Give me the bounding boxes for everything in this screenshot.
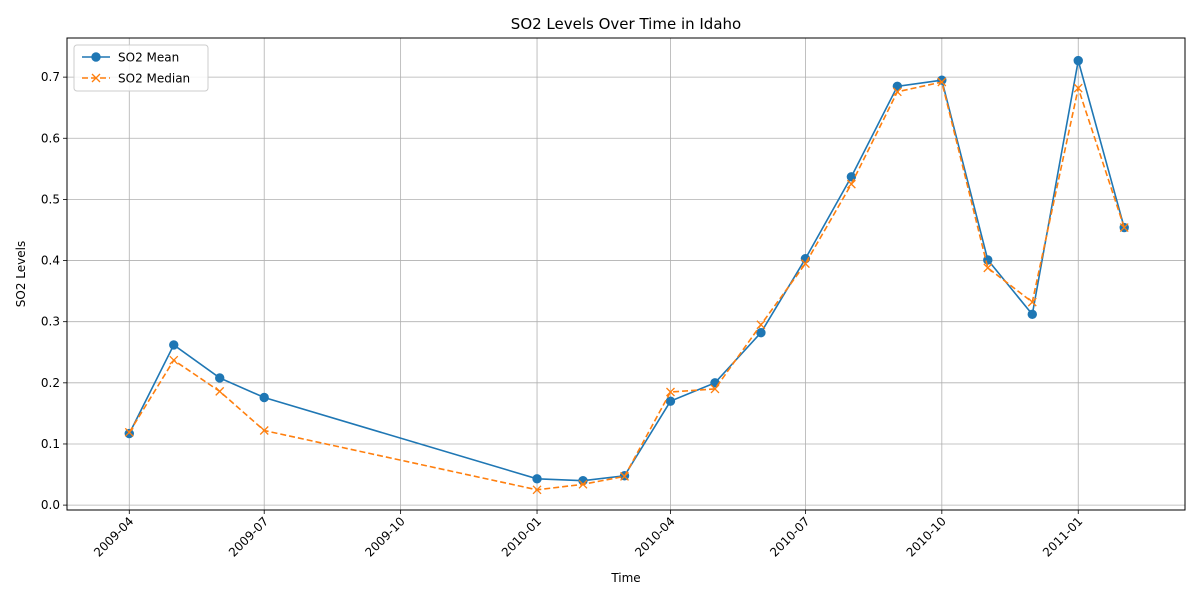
- marker-stroke: [983, 263, 993, 273]
- marker-stroke: [578, 479, 588, 489]
- so2-median-line: [128, 81, 1125, 491]
- so2-median-point: [215, 386, 225, 396]
- legend-marker-so2-mean: [91, 52, 101, 62]
- so2-median-point: [578, 479, 588, 489]
- so2-mean-point: [259, 392, 269, 403]
- marker-stroke: [259, 426, 269, 435]
- marker-stroke: [124, 427, 134, 437]
- marker-stroke: [846, 179, 856, 189]
- chart-title: SO2 Levels Over Time in Idaho: [511, 15, 741, 33]
- so2-median-point: [124, 427, 134, 437]
- series-layer: [124, 55, 1129, 495]
- x-axis-label: Time: [610, 571, 640, 585]
- marker-stroke: [532, 485, 542, 495]
- legend: SO2 Mean SO2 Median: [73, 44, 209, 92]
- y-tick-label: 0.4: [41, 254, 60, 268]
- y-tick-label: 0.6: [41, 131, 60, 145]
- so2-mean-point: [1027, 309, 1037, 320]
- so2-median-point: [1027, 297, 1037, 307]
- so2-mean-point: [169, 340, 179, 350]
- so2-mean-line: [128, 60, 1125, 482]
- marker-stroke: [169, 355, 179, 365]
- so2-median-point: [710, 384, 720, 394]
- y-tick-label: 0.7: [41, 70, 60, 84]
- so2-median-point: [1073, 83, 1083, 93]
- marker-stroke: [756, 320, 766, 330]
- so2-median-point: [983, 263, 993, 273]
- so2-median-point: [620, 471, 629, 481]
- y-tick-label: 0.3: [41, 315, 60, 329]
- y-tick-label: 0.0: [41, 498, 60, 512]
- so2-median-point: [800, 259, 810, 269]
- marker-stroke: [937, 77, 947, 87]
- marker-stroke: [215, 386, 225, 396]
- so2-mean-point: [892, 81, 903, 92]
- marker-stroke: [1119, 223, 1129, 232]
- legend-label-so2-median: SO2 Median: [118, 72, 190, 86]
- so2-median-point: [259, 426, 269, 435]
- grid: [67, 38, 1185, 510]
- so2-mean-point: [1073, 55, 1083, 66]
- so2-mean-point: [215, 373, 225, 383]
- marker-stroke: [800, 259, 810, 269]
- y-tick-label: 0.5: [41, 192, 60, 206]
- y-tick-label: 0.2: [41, 376, 60, 390]
- marker-stroke: [91, 73, 101, 83]
- so2-mean-point: [124, 428, 134, 439]
- legend-marker-so2-median: [91, 73, 101, 83]
- y-axis-label: SO2 Levels: [14, 241, 28, 307]
- y-tick-label: 0.1: [41, 437, 60, 451]
- so2-median-point: [937, 77, 947, 87]
- so2-median-series: [124, 77, 1129, 495]
- so2-median-point: [892, 87, 902, 97]
- legend-label-so2-mean: SO2 Mean: [118, 51, 179, 65]
- so2-median-point: [1119, 223, 1129, 232]
- so2-median-point: [666, 387, 675, 397]
- so2-median-point: [169, 355, 179, 365]
- plot-area-frame: [66, 37, 1186, 511]
- marker-stroke: [892, 87, 902, 97]
- marker-stroke: [710, 384, 720, 394]
- so2-mean-point: [756, 327, 766, 338]
- marker-stroke: [1073, 83, 1083, 93]
- so2-median-point: [756, 320, 766, 330]
- so2-mean-point: [532, 474, 542, 484]
- marker-stroke: [1027, 297, 1037, 307]
- so2-median-point: [846, 179, 856, 189]
- so2-mean-point: [665, 396, 676, 406]
- marker-stroke: [620, 471, 629, 481]
- marker-stroke: [666, 387, 675, 397]
- so2-median-point: [532, 485, 542, 495]
